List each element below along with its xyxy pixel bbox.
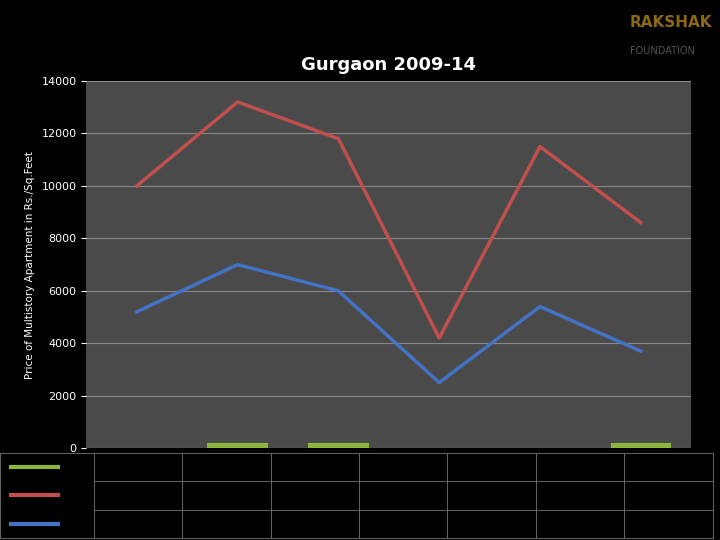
Y-axis label: Price of Multistory Apartment in Rs./Sq.Feet: Price of Multistory Apartment in Rs./Sq.… bbox=[24, 151, 35, 379]
Text: FOUNDATION: FOUNDATION bbox=[630, 45, 695, 56]
Bar bbox=[207, 443, 268, 448]
Title: Gurgaon 2009-14: Gurgaon 2009-14 bbox=[301, 56, 477, 74]
Bar bbox=[308, 443, 369, 448]
Bar bbox=[611, 443, 671, 448]
Text: Trend of Rates for Multistory Apartments in Gurgaon:: Trend of Rates for Multistory Apartments… bbox=[14, 23, 557, 40]
Text: RAKSHAK: RAKSHAK bbox=[630, 15, 713, 30]
